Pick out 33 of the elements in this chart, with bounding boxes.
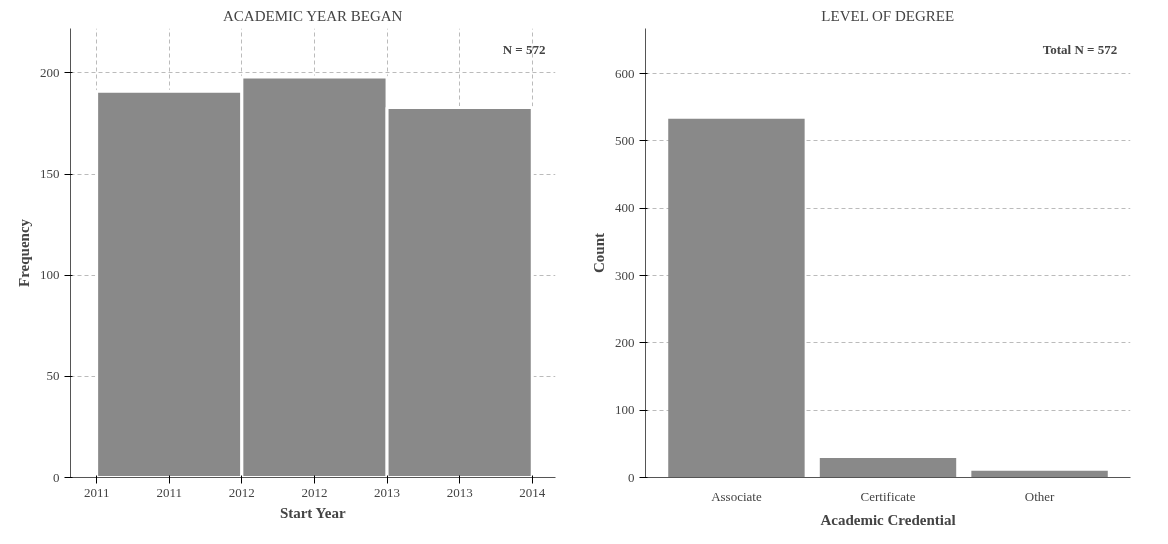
y-tick-label: 200 — [40, 65, 60, 80]
x-tick-label: Certificate — [860, 488, 916, 504]
y-tick-label: 100 — [615, 402, 635, 418]
bar — [668, 118, 805, 478]
annotation: N = 572 — [502, 41, 546, 57]
y-tick-label: 400 — [615, 200, 635, 216]
y-tick-label: 500 — [615, 132, 635, 148]
chart-title: LEVEL OF DEGREE — [821, 7, 955, 24]
x-tick-label: 2013 — [446, 484, 473, 500]
x-axis-title: Academic Credential — [820, 511, 956, 528]
x-tick-label: 2011 — [156, 484, 183, 500]
bar — [971, 470, 1108, 478]
y-axis-title: Count — [591, 232, 607, 274]
y-tick-label: 0 — [53, 469, 60, 485]
y-axis-title: Frequency — [16, 218, 32, 288]
chart-title: ACADEMIC YEAR BEGAN — [223, 7, 403, 24]
bar — [819, 457, 957, 478]
y-tick-label: 100 — [40, 267, 60, 283]
x-tick-label: Other — [1024, 488, 1056, 504]
x-tick-label: 2012 — [301, 484, 328, 500]
y-tick-label: 300 — [615, 267, 635, 283]
y-tick-label: 200 — [615, 334, 635, 350]
y-tick-label: 0 — [628, 469, 635, 485]
y-tick-label: 150 — [40, 166, 60, 182]
x-tick-label: Associate — [711, 488, 762, 504]
x-tick-label: 2014 — [519, 484, 546, 500]
y-tick-label: 600 — [615, 65, 635, 81]
x-tick-label: 2013 — [374, 484, 401, 500]
x-tick-label: 2011 — [83, 484, 110, 500]
x-tick-label: 2012 — [228, 484, 255, 500]
y-tick-label: 50 — [46, 368, 60, 384]
x-axis-title: Start Year — [279, 504, 346, 521]
annotation: Total N = 572 — [1042, 41, 1118, 57]
